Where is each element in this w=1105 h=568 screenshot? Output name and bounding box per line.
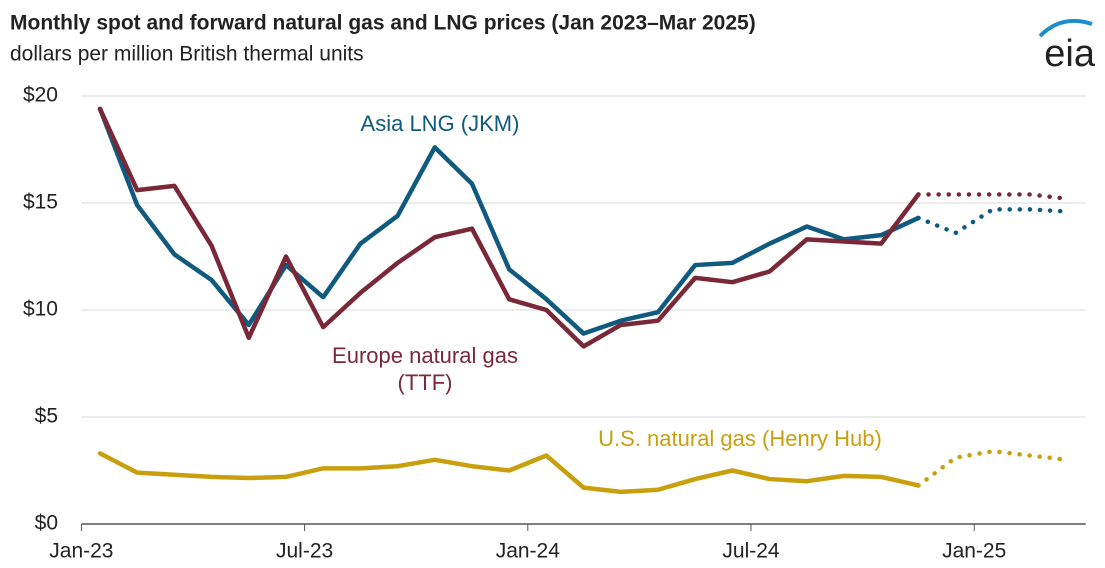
europe-label: Europe natural gas (TTF) [332,343,518,395]
x-tick-label: Jan-25 [942,540,1006,563]
x-tick-label: Jan-23 [49,540,113,563]
asia-label: Asia LNG (JKM) [360,111,520,136]
x-tick-label: Jul-23 [276,540,333,563]
chart-subtitle: dollars per million British thermal unit… [10,43,364,66]
henry-label: U.S. natural gas (Henry Hub) [598,426,882,451]
spot-line [97,106,921,349]
y-tick-label: $5 [35,405,58,428]
forward-line [916,207,1070,236]
chart-title: Monthly spot and forward natural gas and… [10,12,756,35]
y-tick-label: $20 [23,84,58,107]
spot-line [97,451,921,495]
y-tick-label: $10 [23,298,58,321]
forward-line [916,448,1070,488]
y-tick-label: $15 [23,191,58,214]
y-tick-label: $0 [35,512,58,535]
logo: eia [1044,33,1096,75]
x-tick-label: Jul-24 [722,540,780,563]
x-tick-label: Jan-24 [496,540,561,563]
logo-arc [1038,19,1093,38]
forward-line [916,192,1070,201]
